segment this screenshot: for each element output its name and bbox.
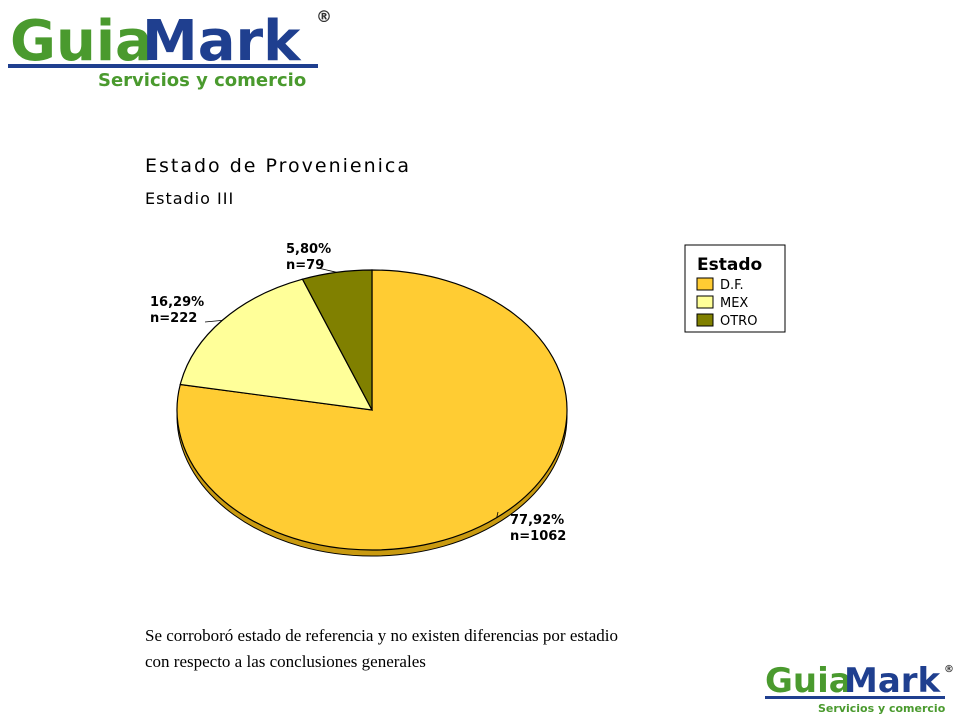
- legend-swatch: [696, 295, 714, 309]
- caption-line: con respecto a las conclusiones generale…: [145, 652, 426, 671]
- data-label: 16,29%: [150, 295, 204, 310]
- legend-label: D.F.: [720, 278, 744, 293]
- leader-line: [317, 267, 337, 273]
- logo-mark: ®: [316, 7, 332, 26]
- logo-text: Mark: [142, 9, 302, 74]
- logo-text: Guia: [765, 661, 852, 701]
- legend-label: OTRO: [720, 314, 757, 329]
- legend: Estado D.F. MEX OTRO: [684, 244, 786, 333]
- logo-tagline: Servicios y comercio: [98, 70, 306, 91]
- chart-subtitle: Estadio III: [145, 189, 234, 208]
- logo-mark: ®: [944, 664, 954, 675]
- pie-slice: [301, 269, 373, 411]
- logo-text: Mark: [844, 661, 942, 701]
- legend-swatch: [696, 277, 714, 291]
- data-label: n=1062: [510, 529, 566, 544]
- data-label: 5,80%: [286, 242, 331, 257]
- logo-rule: [8, 64, 318, 68]
- data-label: 77,92%: [510, 513, 564, 528]
- logo-text: Guia: [10, 9, 153, 74]
- leader-line: [204, 319, 223, 323]
- logo-top: Guia Mark ® Servicios y comercio: [8, 7, 332, 91]
- pie: 77,92%n=1062 16,29%n=222 5,80%n=79: [150, 242, 568, 557]
- logo-rule: [765, 696, 945, 699]
- legend-swatch: [696, 313, 714, 327]
- caption-line: Se corroboró estado de referencia y no e…: [145, 626, 618, 645]
- data-label: n=79: [286, 258, 324, 273]
- leader-line: [496, 511, 499, 518]
- data-label: n=222: [150, 311, 197, 326]
- legend-title: Estado: [697, 255, 762, 275]
- logo-bottom: Guia Mark ® Servicios y comercio: [765, 661, 954, 715]
- logo-tagline: Servicios y comercio: [818, 702, 946, 715]
- legend-label: MEX: [720, 296, 748, 311]
- chart-title: Estado de Provenienica: [145, 155, 411, 177]
